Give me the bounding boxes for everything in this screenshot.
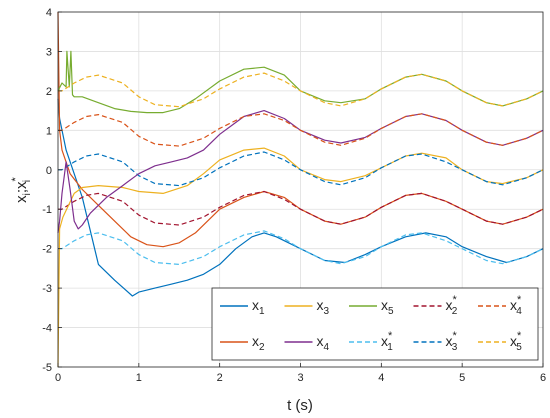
y-tick-label: 1: [46, 125, 52, 137]
legend-label-x3: x3: [317, 297, 330, 317]
legend-label-x1: x1: [252, 297, 265, 317]
x-tick-label: 3: [297, 372, 303, 384]
x-tick-label: 2: [217, 372, 223, 384]
x-tick-label: 1: [136, 372, 142, 384]
y-axis-label: xi;x*i: [10, 176, 33, 202]
series-line-x2s: [58, 190, 544, 226]
y-tick-label: -5: [42, 362, 52, 374]
y-tick-label: 2: [46, 86, 52, 98]
y-tick-label: 3: [46, 46, 52, 58]
series-line-x4s: [58, 113, 544, 147]
x-tick-label: 4: [378, 372, 384, 384]
legend-label-x3s: x* 3: [446, 330, 458, 353]
x-axis-label: t (s): [287, 397, 313, 414]
x-tick-label: 0: [55, 372, 61, 384]
legend-label-x5s: x* 5: [510, 330, 522, 353]
legend-label-x4s: x* 4: [510, 294, 522, 317]
legend-label-x5: x5: [381, 297, 394, 317]
y-tick-label: -4: [42, 323, 52, 335]
series-line-x3: [57, 147, 544, 368]
y-tick-label: -3: [42, 283, 52, 295]
legend-label-x4: x4: [317, 333, 330, 353]
legend-label-x2: x2: [252, 333, 265, 353]
series-line-x1: [57, 98, 544, 297]
y-tick-label: -2: [42, 244, 52, 256]
series-line-x5s: [58, 72, 544, 108]
series-line-x3s: [58, 151, 544, 187]
legend-label-x2s: x* 2: [446, 294, 458, 317]
legend: x1 x3 x5 x* 2 x* 4 x2 x4 x* 1 x* 3 x* 5: [211, 287, 539, 361]
series-line-x1s: [58, 230, 544, 265]
legend-box: [211, 287, 539, 361]
x-tick-label: 5: [459, 372, 465, 384]
series-group: [57, 11, 544, 368]
series-line-x4: [57, 109, 544, 233]
y-tick-label: 0: [46, 165, 52, 177]
axis-ticks: 0 1 2 3 4 5 6 -5 -4 -3 -2 -1 0 1 2 3 4: [42, 7, 546, 384]
x-tick-label: 6: [540, 372, 546, 384]
series-line-x5: [57, 50, 544, 114]
y-tick-label: -1: [42, 204, 52, 216]
legend-label-x1s: x* 1: [381, 330, 393, 353]
y-tick-label: 4: [46, 7, 52, 19]
